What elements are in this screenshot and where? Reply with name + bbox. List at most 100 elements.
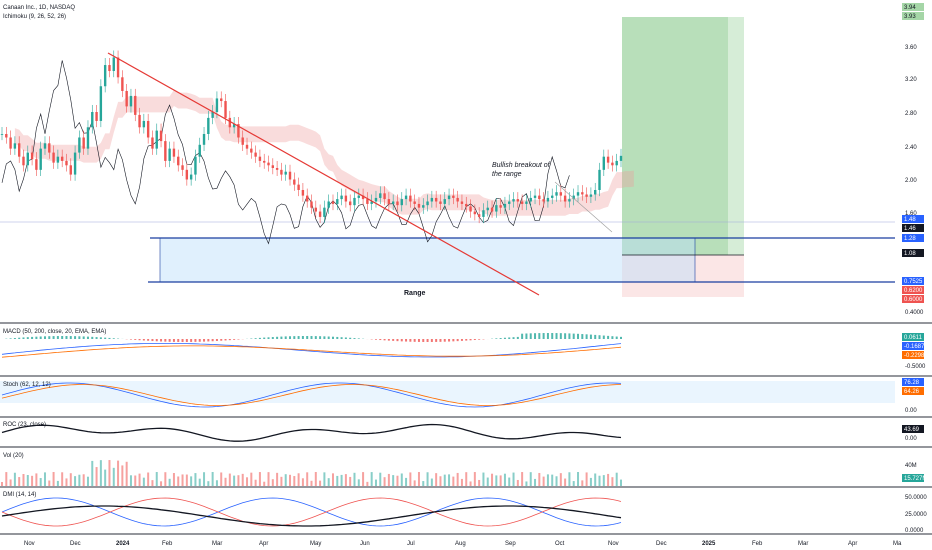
price-badge	[902, 3, 924, 11]
macd-histogram-bar	[297, 336, 300, 339]
roc-legend[interactable]: ROC (23, close)	[3, 422, 46, 428]
long-position-profit-zone[interactable]	[622, 17, 744, 255]
ichimoku-legend[interactable]: Ichimoku (9, 26, 52, 26)	[3, 14, 66, 20]
stoch-k-line	[1, 382, 622, 408]
candle-body	[284, 171, 287, 175]
macd-histogram-bar	[417, 339, 420, 342]
candle-body	[52, 152, 55, 163]
price-axis[interactable]: 3.60 3.20 2.80 2.40 2.00 1.60 0.4000	[905, 45, 924, 316]
macd-histogram-bar	[448, 339, 451, 342]
macd-panel[interactable]	[1, 333, 622, 358]
macd-histogram-bar	[602, 335, 605, 339]
volume-bar	[366, 481, 369, 486]
candle-body	[340, 195, 343, 200]
price-badges: 3.94 3.93 1.48 1.46 1.28 1.08 0.7525 0.6200 0.60…	[902, 3, 924, 303]
candle-body	[65, 160, 68, 166]
candle-body	[598, 169, 601, 190]
macd-histogram-bar	[233, 339, 236, 340]
volume-bar	[48, 480, 51, 486]
volume-bar	[525, 481, 528, 486]
candle-body	[138, 114, 141, 128]
candle-body	[576, 192, 580, 196]
volume-bar	[344, 474, 347, 486]
volume-bar	[542, 476, 545, 486]
macd-histogram-bar	[22, 337, 25, 339]
volume-bar	[357, 479, 360, 486]
candle-body	[297, 184, 300, 190]
macd-histogram-bar	[112, 338, 115, 339]
candle-body	[602, 156, 606, 170]
time-tick: Feb	[752, 541, 763, 547]
macd-histogram-bar	[155, 339, 158, 342]
macd-histogram-bar	[280, 336, 283, 339]
candle-body	[327, 201, 330, 208]
macd-histogram-bar	[215, 339, 218, 341]
macd-histogram-bar	[18, 337, 21, 339]
macd-histogram-bar	[147, 339, 150, 341]
price-tick: 1.60	[905, 211, 917, 217]
dmi-legend[interactable]: DMI (14, 14)	[3, 492, 36, 498]
range-box[interactable]	[159, 237, 696, 283]
volume-bar	[448, 474, 451, 486]
macd-histogram-bar	[589, 334, 592, 339]
time-axis[interactable]: Nov Dec 2024 Feb Mar Apr May Jun Jul Aug Sep Oct Nov…	[24, 541, 902, 547]
candle-body	[538, 195, 541, 200]
macd-histogram-bar	[224, 339, 227, 341]
volume-bar	[104, 469, 107, 486]
volume-bar	[155, 472, 158, 486]
vol-legend[interactable]: Vol (20)	[3, 453, 24, 459]
candle-body	[232, 124, 236, 128]
roc-panel[interactable]	[1, 423, 622, 442]
macd-histogram-bar	[426, 339, 429, 342]
candle-body	[606, 156, 610, 163]
downtrend-line[interactable]	[107, 52, 540, 296]
macd-histogram-bar	[478, 339, 481, 340]
volume-bar	[482, 472, 485, 486]
macd-histogram-bar	[538, 333, 541, 339]
macd-histogram-bar	[323, 336, 326, 339]
macd-histogram-bar	[594, 334, 597, 339]
candle-body	[344, 195, 348, 202]
macd-histogram-bar	[469, 339, 472, 341]
candle-body	[254, 152, 257, 157]
macd-histogram-bar	[327, 336, 330, 339]
long-position-loss-zone[interactable]	[622, 255, 744, 297]
candle-body	[404, 195, 408, 200]
candle-body	[323, 207, 326, 217]
candle-body	[91, 112, 94, 128]
price-badge-label: 3.93	[904, 14, 916, 20]
dmi-panel[interactable]	[1, 497, 622, 527]
candle-body	[30, 152, 34, 160]
stoch-panel[interactable]	[0, 381, 895, 408]
candle-body	[164, 141, 167, 161]
volume-bar	[538, 472, 541, 486]
time-tick: Dec	[656, 541, 667, 547]
symbol-legend[interactable]: Canaan Inc., 1D, NASDAQ	[3, 5, 75, 11]
volume-bar	[310, 480, 313, 486]
volume-bar	[147, 472, 150, 486]
volume-bar	[220, 472, 223, 486]
dmi-tick: 25.0000	[905, 512, 927, 518]
macd-histogram-bar	[138, 339, 141, 341]
macd-histogram-bar	[598, 335, 601, 339]
candle-body	[159, 130, 163, 142]
volume-bar	[387, 473, 390, 486]
volume-bar	[280, 476, 283, 486]
candle-body	[142, 120, 146, 128]
macd-histogram-bar	[108, 337, 111, 339]
volume-bar	[69, 473, 72, 486]
stoch-legend[interactable]: Stoch (62, 12, 12)	[3, 382, 51, 388]
volume-panel[interactable]	[1, 460, 622, 486]
time-tick: Mar	[798, 541, 808, 547]
candle-body	[22, 156, 25, 166]
macd-histogram-bar	[499, 338, 502, 339]
macd-histogram-bar	[99, 337, 102, 339]
volume-bar	[478, 479, 481, 486]
candle-body	[469, 206, 472, 212]
macd-histogram-bar	[405, 339, 408, 342]
macd-legend[interactable]: MACD (50, 200, close, 20, EMA, EMA)	[3, 329, 106, 335]
macd-histogram-bar	[353, 338, 356, 339]
macd-histogram-bar	[198, 339, 201, 342]
time-tick: Apr	[848, 541, 857, 547]
